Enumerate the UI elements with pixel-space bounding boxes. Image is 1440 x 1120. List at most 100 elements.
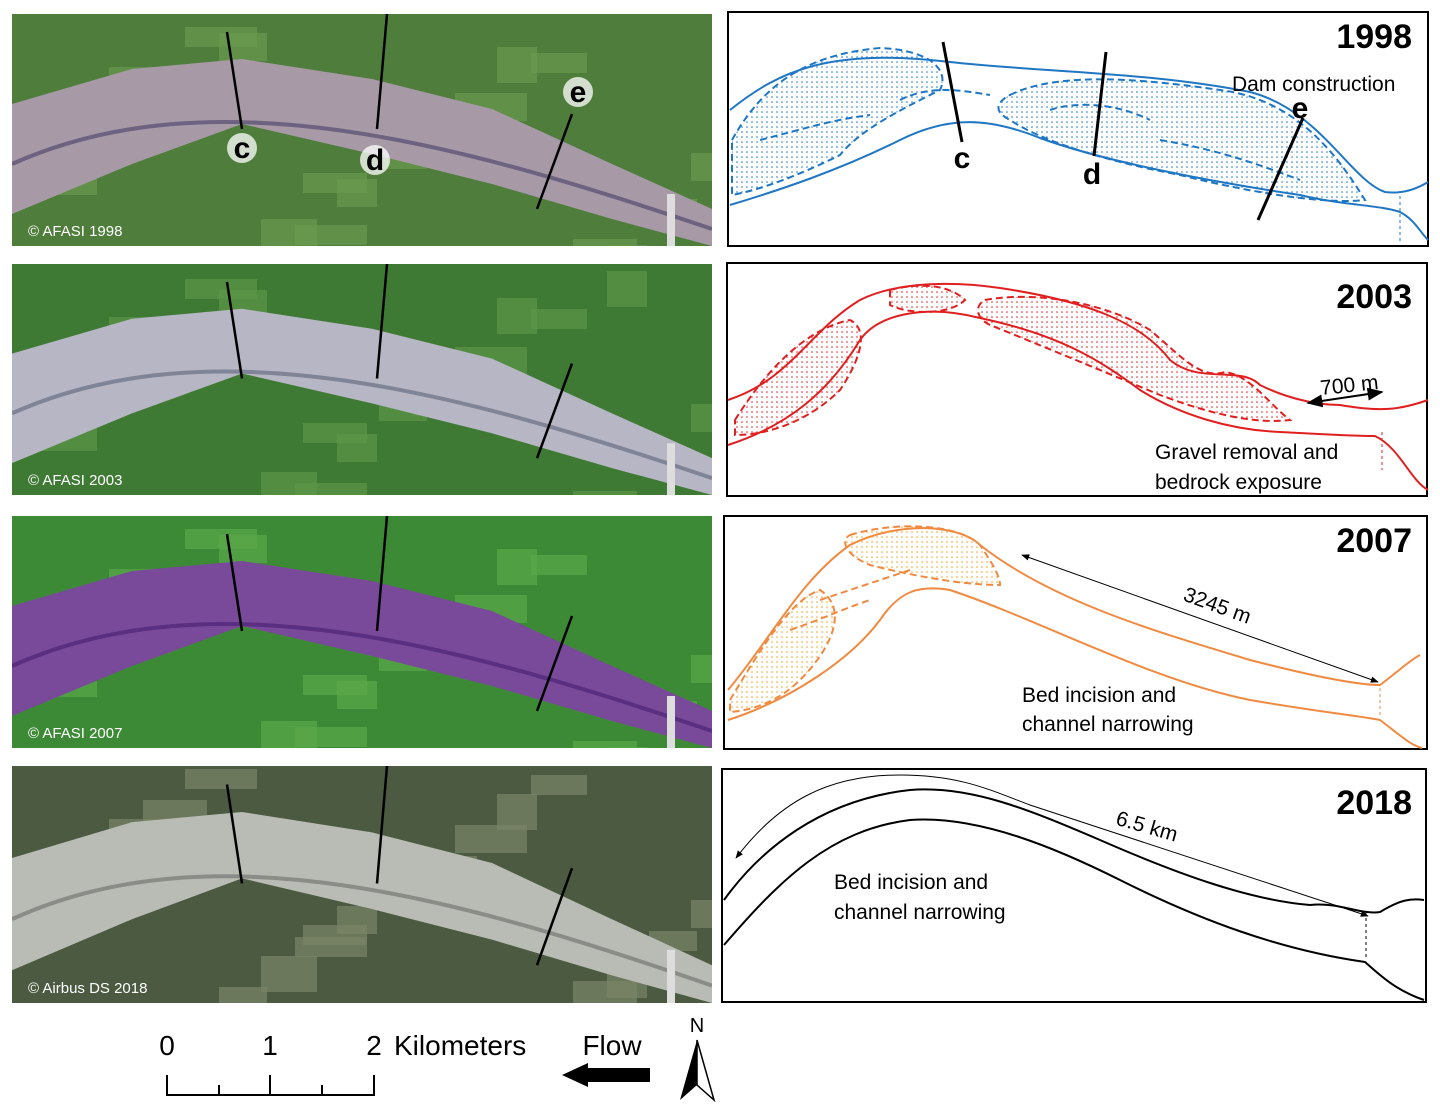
section-line [375,516,389,632]
field [691,153,712,181]
section-line [375,264,389,379]
field [434,487,482,495]
field [219,33,267,61]
field [691,900,712,928]
river [12,811,712,1003]
year: 2018 [1336,784,1412,822]
field [358,294,422,314]
dam [667,443,675,495]
scale-tick: 0 [159,1030,175,1061]
field [337,681,377,709]
section-line [225,31,244,130]
annotation: channel narrowing [834,901,1006,924]
channel [12,874,712,988]
field [122,212,162,232]
dam [667,949,675,1003]
field [358,542,422,562]
river [12,561,712,748]
field [12,14,52,34]
section-line [375,766,389,884]
field [122,468,162,488]
field [198,172,262,208]
section-line [375,14,389,130]
field [607,747,647,748]
sketch-2003: 2003 700 m Gravel removal and bedrock ex… [726,262,1429,497]
field [358,772,422,792]
field [573,491,637,495]
sketch-1998: 1998 Dam construction c d e [727,11,1429,247]
field [337,434,377,462]
field [295,225,367,245]
field [295,727,367,747]
field [295,937,367,957]
field [12,766,52,786]
river [12,59,712,246]
photo: © Airbus DS 2018 [12,766,712,1003]
field [434,734,482,748]
annotation: Dam construction [1232,73,1395,96]
field [497,549,537,585]
annotation: Gravel removal and [1155,441,1338,464]
field [531,53,587,73]
section-label: e [1292,92,1309,125]
annotation: bedrock exposure [1155,471,1322,494]
scale-unit: Kilometers [394,1030,526,1061]
scale-bar: 0 1 2 Kilometers [159,1030,526,1096]
field [691,655,712,683]
field [628,828,692,856]
field [455,825,527,853]
section-line [535,363,574,459]
year: 1998 [1336,18,1412,56]
flow-arrow: Flow [562,1030,650,1087]
photo: © AFASI 1998 [12,14,712,246]
field [497,794,537,830]
field [497,47,537,83]
field [122,714,162,734]
section-label: c [234,132,251,165]
sketch-2007: 2007 3245 m Bed incision and channel nar… [723,515,1428,750]
field [198,430,262,466]
annotation: channel narrowing [1022,713,1194,736]
field [607,271,647,307]
field [46,20,102,48]
field [337,179,377,207]
year: 2007 [1336,522,1412,560]
field [704,778,712,798]
photo-credit: © AFASI 2007 [28,725,122,742]
field [497,298,537,334]
channel [12,369,712,480]
field [358,40,422,60]
section-line [535,615,574,712]
field [46,984,102,1003]
annotation: Bed incision and [834,871,988,894]
field [531,309,587,329]
dam [667,194,675,246]
north-label: N [690,1015,704,1037]
photos: © AFASI 1998 © AFASI 2003 © AFASI 2007 © Ai… [12,14,712,1003]
photo-credit: © AFASI 2003 [28,472,122,489]
section-badge [563,77,593,107]
channel [12,621,712,733]
section-line [225,784,244,884]
field [88,953,152,989]
year: 2003 [1336,278,1412,316]
photo-credit: © Airbus DS 2018 [28,980,147,997]
sketch-2018: 2018 6.5 km Bed incision and channel nar… [721,768,1427,1003]
field [122,934,162,954]
section-line [225,533,244,632]
field [691,404,712,432]
field [295,483,367,495]
photo: © AFASI 2003 [12,264,712,495]
field [434,959,482,995]
field [12,516,52,536]
field [240,381,312,401]
field [704,568,712,588]
section-label: d [366,144,384,177]
field [434,232,482,246]
river [12,308,712,495]
field [531,555,587,575]
field [628,106,692,134]
field [198,674,262,710]
section-label: e [570,76,587,109]
